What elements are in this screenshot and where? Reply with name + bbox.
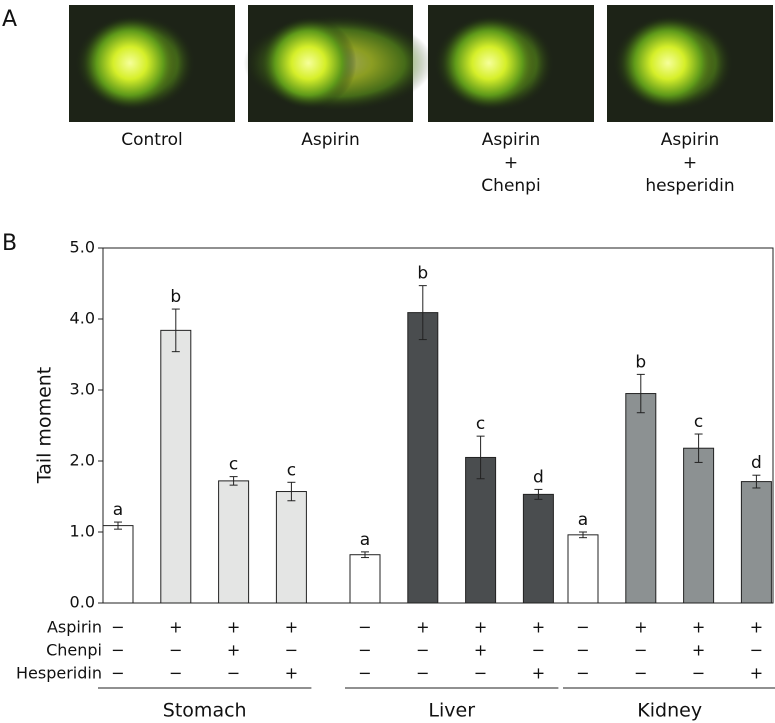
y-tick-label: 5.0 bbox=[70, 238, 95, 257]
image-label: Aspirin bbox=[301, 130, 360, 150]
significance-letter: c bbox=[229, 455, 238, 475]
group-label: Stomach bbox=[163, 700, 247, 722]
significance-letter: c bbox=[476, 414, 485, 434]
treatment-mark: − bbox=[169, 641, 182, 660]
treatment-mark: + bbox=[285, 618, 298, 637]
bar bbox=[625, 393, 657, 604]
y-tick-label: 0.0 bbox=[70, 593, 95, 612]
treatment-mark: − bbox=[111, 641, 124, 660]
bar bbox=[218, 480, 250, 604]
treatment-mark: − bbox=[576, 618, 589, 637]
treatment-mark: − bbox=[227, 664, 240, 683]
treatment-mark: + bbox=[750, 618, 763, 637]
image-label: + bbox=[504, 153, 518, 173]
treatment-mark: − bbox=[532, 641, 545, 660]
comet-head bbox=[620, 17, 716, 109]
significance-letter: b bbox=[635, 352, 646, 372]
treatment-mark: + bbox=[169, 618, 182, 637]
image-label: Aspirin bbox=[482, 130, 541, 150]
image-label: + bbox=[683, 153, 697, 173]
image-label: Chenpi bbox=[481, 176, 540, 196]
treatment-mark: − bbox=[416, 641, 429, 660]
treatment-mark: + bbox=[474, 618, 487, 637]
group-label: Liver bbox=[428, 700, 475, 722]
treatment-mark: + bbox=[285, 664, 298, 683]
treatment-mark: − bbox=[576, 664, 589, 683]
panel-label: B bbox=[2, 231, 17, 256]
group-label: Kidney bbox=[637, 700, 702, 722]
treatment-mark: − bbox=[692, 664, 705, 683]
panel-label: A bbox=[2, 7, 17, 32]
comet-head bbox=[82, 17, 178, 109]
treatment-mark: + bbox=[634, 618, 647, 637]
y-tick-label: 4.0 bbox=[70, 309, 95, 328]
treatment-mark: − bbox=[111, 618, 124, 637]
bar bbox=[160, 329, 192, 604]
y-tick-label: 2.0 bbox=[70, 451, 95, 470]
treatment-mark: + bbox=[750, 664, 763, 683]
treatment-mark: + bbox=[227, 618, 240, 637]
treatment-mark: − bbox=[111, 664, 124, 683]
significance-letter: c bbox=[287, 460, 296, 480]
image-label: Aspirin bbox=[661, 130, 720, 150]
y-tick-label: 1.0 bbox=[70, 522, 95, 541]
significance-letter: d bbox=[533, 467, 544, 487]
treatment-mark: + bbox=[416, 618, 429, 637]
bar bbox=[275, 491, 307, 604]
significance-letter: a bbox=[360, 530, 370, 550]
treatment-mark: − bbox=[358, 618, 371, 637]
treatment-mark: − bbox=[169, 664, 182, 683]
y-axis-title: Tail moment bbox=[34, 367, 56, 485]
image-label: hesperidin bbox=[645, 176, 734, 196]
treatment-mark: + bbox=[474, 641, 487, 660]
treatment-mark: − bbox=[358, 641, 371, 660]
treatment-mark: + bbox=[227, 641, 240, 660]
bar bbox=[465, 456, 497, 604]
treatment-mark: + bbox=[692, 641, 705, 660]
comet-head bbox=[441, 17, 537, 109]
treatment-mark: − bbox=[416, 664, 429, 683]
bar bbox=[567, 534, 599, 604]
treatment-name: Hesperidin bbox=[16, 664, 102, 683]
treatment-name: Chenpi bbox=[46, 641, 102, 660]
treatment-mark: − bbox=[358, 664, 371, 683]
treatment-name: Aspirin bbox=[47, 618, 102, 637]
significance-letter: d bbox=[751, 453, 762, 473]
bar bbox=[683, 447, 715, 604]
treatment-mark: − bbox=[576, 641, 589, 660]
comet-head bbox=[260, 17, 357, 109]
treatment-mark: − bbox=[634, 664, 647, 683]
bar bbox=[740, 481, 772, 604]
y-tick-label: 3.0 bbox=[70, 380, 95, 399]
treatment-mark: + bbox=[532, 664, 545, 683]
bar bbox=[522, 493, 554, 604]
significance-letter: b bbox=[417, 264, 428, 284]
significance-letter: c bbox=[694, 412, 703, 432]
treatment-mark: + bbox=[692, 618, 705, 637]
bar bbox=[407, 312, 439, 604]
bar bbox=[349, 554, 381, 604]
significance-letter: a bbox=[113, 500, 123, 520]
bar bbox=[102, 525, 134, 604]
significance-letter: a bbox=[578, 510, 588, 530]
treatment-mark: − bbox=[634, 641, 647, 660]
significance-letter: b bbox=[170, 287, 181, 307]
treatment-mark: − bbox=[285, 641, 298, 660]
treatment-mark: − bbox=[750, 641, 763, 660]
treatment-mark: − bbox=[474, 664, 487, 683]
treatment-mark: + bbox=[532, 618, 545, 637]
image-label: Control bbox=[121, 130, 182, 150]
